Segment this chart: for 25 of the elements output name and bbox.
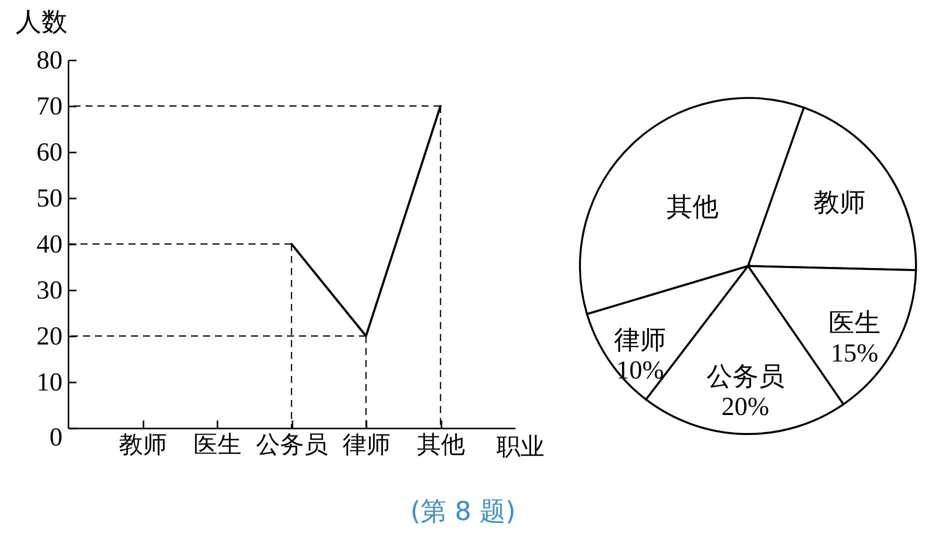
x-tick-label: 医生	[194, 432, 242, 458]
y-tick-label: 20	[36, 322, 62, 350]
data-label: 15%	[830, 338, 878, 368]
y-axis-title: 人数	[16, 8, 68, 36]
y-tick-label: 10	[36, 368, 62, 396]
text: (第 8 题)	[410, 496, 516, 529]
y-tick-label: 70	[36, 92, 62, 120]
slice-label: 其他	[666, 192, 718, 222]
x-tick-label: 其他	[417, 432, 465, 458]
slice-label: 医生	[828, 308, 880, 338]
y-tick-label: 0	[50, 422, 62, 452]
y-tick-label: 50	[36, 184, 62, 212]
slice-label: 律师	[614, 325, 666, 354]
x-tick-label: 律师	[342, 432, 390, 458]
slice-label: 教师	[813, 188, 866, 218]
data-label: 10%	[616, 355, 664, 384]
slice-label: 公务员	[706, 362, 784, 391]
x-axis-title: 职业	[496, 434, 544, 460]
x-tick-label: 教师	[119, 432, 167, 458]
y-tick-label: 60	[36, 138, 62, 166]
data-label: 20%	[721, 392, 770, 421]
y-tick-label: 40	[36, 230, 62, 258]
y-tick-label: 30	[36, 276, 62, 304]
x-tick-label: 公务员	[256, 432, 328, 458]
y-tick-label: 80	[36, 46, 62, 74]
